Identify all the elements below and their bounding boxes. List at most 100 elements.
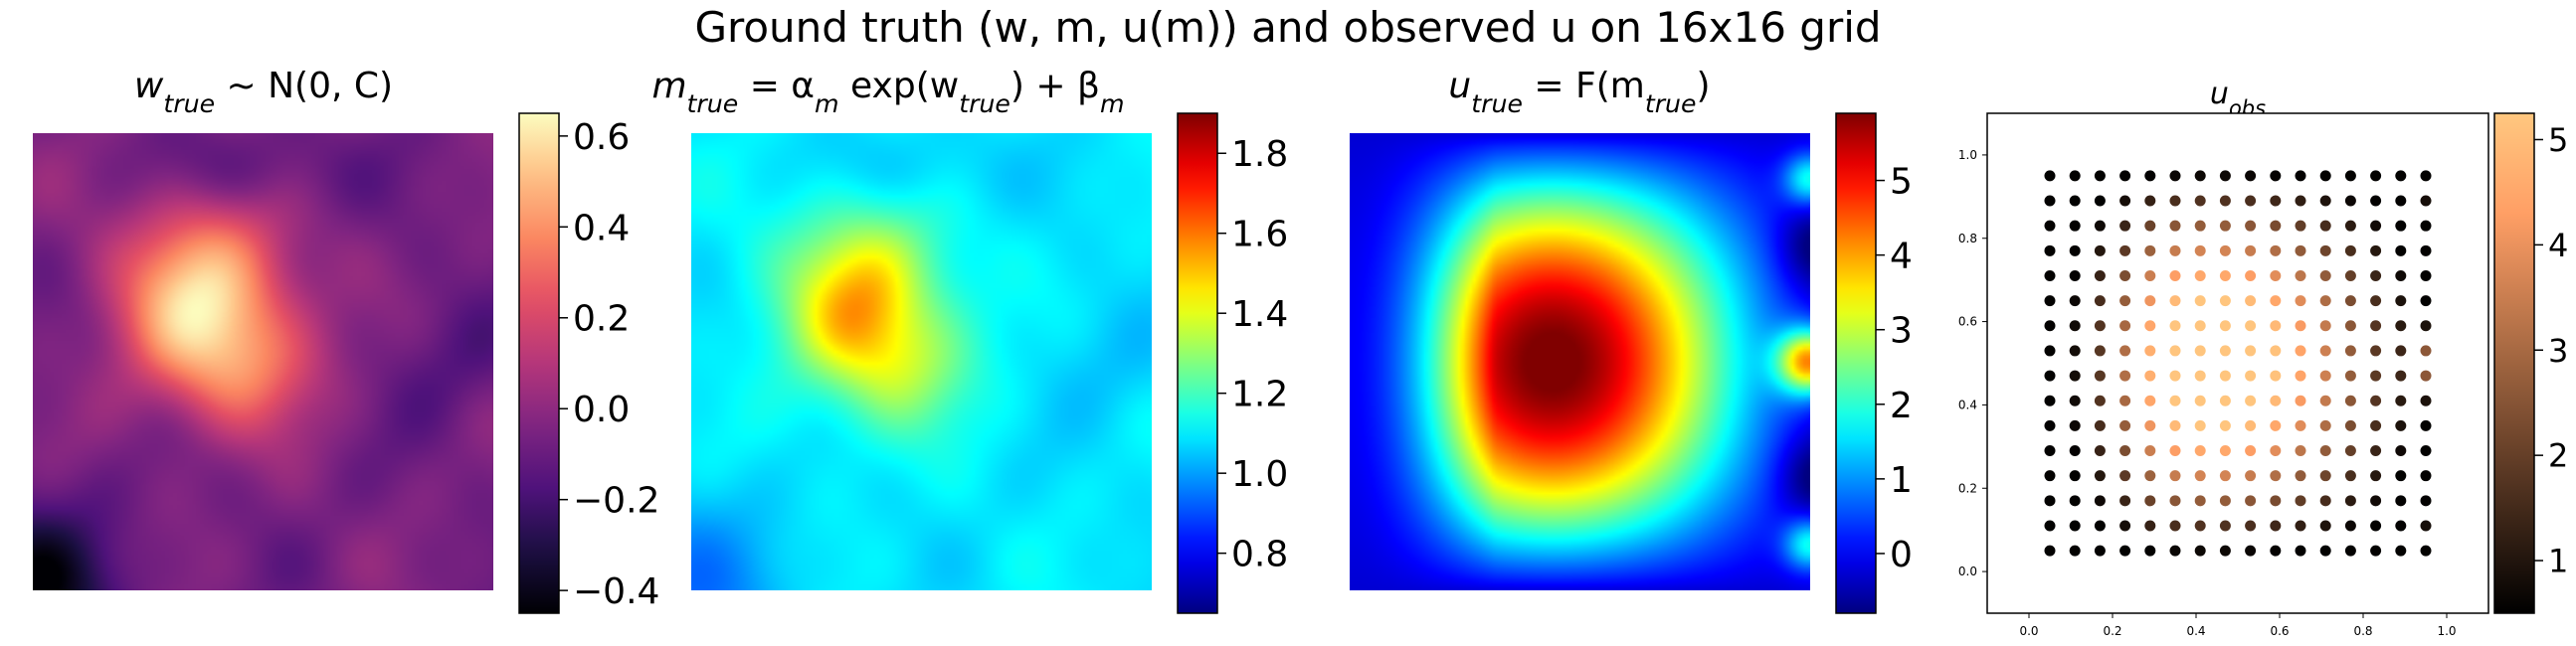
x-tick-label: 0.4 — [2186, 624, 2205, 638]
scatter-point — [2344, 345, 2356, 357]
scatter-point — [2344, 220, 2356, 232]
scatter-point — [2169, 370, 2181, 382]
scatter-point — [2194, 495, 2206, 507]
scatter-point — [2119, 345, 2131, 357]
scatter-point — [2169, 395, 2181, 406]
scatter-point — [2044, 520, 2056, 532]
scatter-point — [2119, 470, 2131, 482]
scatter-point — [2395, 545, 2407, 557]
scatter-point — [2270, 470, 2282, 482]
scatter-point — [2319, 545, 2331, 557]
scatter-point — [2270, 395, 2282, 406]
scatter-point — [2420, 244, 2432, 256]
scatter-point — [2344, 470, 2356, 482]
scatter-point — [2370, 269, 2382, 281]
scatter-point — [2395, 320, 2407, 332]
scatter-point — [2420, 545, 2432, 557]
scatter-point — [2370, 545, 2382, 557]
scatter-point — [2219, 345, 2231, 357]
scatter-point — [2169, 244, 2181, 256]
scatter-point — [2395, 395, 2407, 406]
x-tick-label: 1.0 — [2437, 624, 2456, 638]
scatter-point — [2044, 470, 2056, 482]
scatter-point — [2119, 395, 2131, 406]
scatter-point — [2169, 320, 2181, 332]
scatter-point — [2069, 195, 2081, 207]
scatter-point — [2069, 244, 2081, 256]
scatter-point — [2219, 445, 2231, 457]
scatter-point — [2044, 320, 2056, 332]
y-tick-label: 0.4 — [1958, 398, 1977, 411]
y-tick-label: 0.6 — [1958, 315, 1977, 329]
scatter-point — [2420, 170, 2432, 182]
scatter-point — [2119, 445, 2131, 457]
scatter-point — [2270, 495, 2282, 507]
scatter-point — [2069, 495, 2081, 507]
colorbar-gradient — [1835, 112, 1877, 614]
scatter-u-obs: 0.0 0.2 0.4 0.6 0.8 1.0 0.0 0.2 0.4 0.6 0.8 1.0 — [1958, 112, 2489, 638]
scatter-point — [2119, 295, 2131, 307]
scatter-point — [2295, 320, 2306, 332]
scatter-point — [2295, 495, 2306, 507]
scatter-point — [2295, 419, 2306, 431]
scatter-point — [2144, 445, 2156, 457]
scatter-point — [2219, 419, 2231, 431]
colorbar-u-obs: 1 2 3 4 5 — [2493, 112, 2568, 614]
scatter-point — [2245, 269, 2257, 281]
scatter-point — [2270, 520, 2282, 532]
scatter-point — [2270, 195, 2282, 207]
scatter-point — [2144, 345, 2156, 357]
scatter-point — [2319, 370, 2331, 382]
scatter-point — [2295, 370, 2306, 382]
scatter-point — [2119, 195, 2131, 207]
scatter-axes-frame — [1986, 112, 2489, 614]
colorbar-gradient — [2493, 112, 2535, 614]
scatter-point — [2344, 244, 2356, 256]
scatter-point — [2295, 545, 2306, 557]
panel-title-m-true: mtrue = αm exp(wtrue) + βm — [651, 66, 1124, 118]
scatter-point — [2169, 470, 2181, 482]
scatter-point — [2395, 419, 2407, 431]
scatter-point — [2319, 295, 2331, 307]
colorbar-tick-label: 1.6 — [1231, 215, 1288, 255]
colorbar-tick-label: 0.6 — [573, 117, 630, 158]
scatter-point — [2370, 195, 2382, 207]
colorbar-tick-label: 5 — [2548, 121, 2568, 159]
scatter-point — [2069, 545, 2081, 557]
figure-suptitle: Ground truth (w, m, u(m)) and observed u… — [694, 3, 1881, 52]
scatter-point — [2295, 269, 2306, 281]
scatter-point — [2194, 520, 2206, 532]
scatter-point — [2094, 495, 2106, 507]
scatter-point — [2245, 395, 2257, 406]
scatter-point — [2295, 220, 2306, 232]
scatter-point — [2144, 395, 2156, 406]
scatter-point — [2245, 520, 2257, 532]
scatter-point — [2169, 345, 2181, 357]
scatter-point — [2245, 295, 2257, 307]
scatter-point — [2044, 445, 2056, 457]
scatter-point — [2295, 244, 2306, 256]
scatter-point — [2194, 320, 2206, 332]
scatter-point — [2245, 220, 2257, 232]
scatter-point — [2420, 195, 2432, 207]
scatter-point — [2295, 170, 2306, 182]
scatter-point — [2094, 470, 2106, 482]
scatter-point — [2044, 244, 2056, 256]
scatter-point — [2144, 545, 2156, 557]
scatter-point — [2144, 470, 2156, 482]
scatter-point — [2245, 170, 2257, 182]
scatter-point — [2119, 269, 2131, 281]
panel-title-w-true: wtrue ~ N(0, C) — [134, 66, 393, 118]
scatter-point — [2219, 545, 2231, 557]
scatter-point — [2219, 244, 2231, 256]
scatter-point — [2319, 320, 2331, 332]
scatter-point — [2370, 320, 2382, 332]
y-tick-label: 0.8 — [1958, 232, 1977, 245]
scatter-point — [2119, 370, 2131, 382]
x-tick-label: 0.0 — [2019, 624, 2038, 638]
scatter-point — [2069, 445, 2081, 457]
scatter-point — [2094, 220, 2106, 232]
scatter-point — [2270, 345, 2282, 357]
colorbar-tick-label: 5 — [1890, 162, 1913, 203]
scatter-point — [2370, 220, 2382, 232]
